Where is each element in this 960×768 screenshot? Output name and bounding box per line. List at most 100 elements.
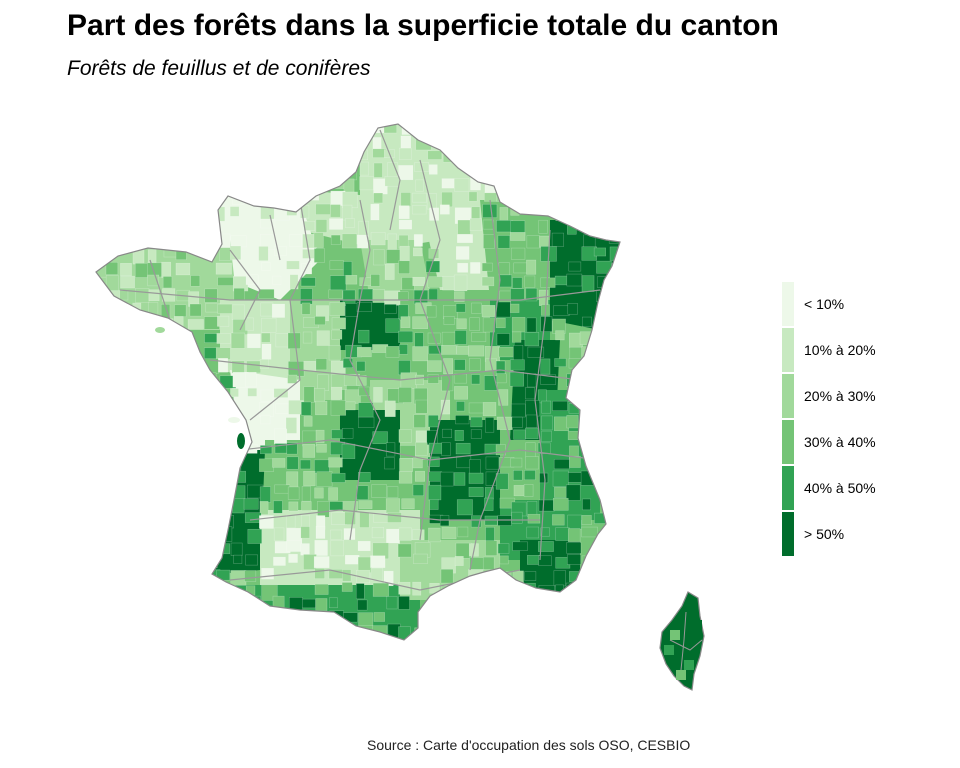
- canton-cell: [498, 262, 510, 276]
- canton-cell: [302, 443, 316, 458]
- legend-item: < 10%: [782, 282, 932, 328]
- canton-cell: [133, 347, 145, 359]
- canton-cell: [104, 554, 121, 565]
- canton-cell: [610, 330, 620, 347]
- canton-cell: [106, 529, 118, 540]
- canton-cell: [623, 554, 639, 568]
- canton-cell: [496, 360, 506, 375]
- canton-cell: [456, 499, 473, 516]
- canton-cell: [359, 176, 374, 191]
- canton-cell: [482, 402, 497, 417]
- canton-cell: [190, 497, 205, 508]
- canton-cell: [133, 220, 149, 236]
- canton-cell: [188, 542, 205, 558]
- canton-cell: [581, 275, 595, 292]
- canton-cell: [314, 124, 329, 137]
- canton-cell: [385, 346, 400, 358]
- canton-cell: [328, 487, 338, 501]
- canton-cell: [303, 360, 317, 372]
- canton-cell: [428, 597, 445, 611]
- canton-cell: [596, 417, 607, 428]
- canton-cell: [315, 134, 328, 148]
- canton-cell: [159, 598, 170, 610]
- canton-cell: [201, 639, 217, 640]
- canton-cell: [442, 638, 455, 640]
- canton-cell: [104, 570, 116, 587]
- canton-cell: [609, 442, 620, 455]
- canton-cell: [301, 124, 313, 132]
- canton-cell: [149, 597, 162, 611]
- canton-cell: [316, 330, 330, 346]
- canton-cell: [387, 233, 397, 250]
- canton-cell: [274, 638, 291, 640]
- canton-cell: [233, 288, 245, 301]
- canton-cell: [525, 400, 540, 417]
- canton-cell: [219, 472, 235, 482]
- canton-cell: [271, 124, 286, 136]
- canton-cell: [218, 179, 228, 195]
- canton-cell: [148, 445, 163, 459]
- canton-cell: [358, 416, 375, 428]
- canton-cell: [107, 373, 122, 389]
- canton-cell: [499, 274, 512, 288]
- canton-cell: [537, 541, 554, 552]
- canton-cell: [244, 570, 257, 582]
- legend-swatch: [782, 512, 794, 556]
- canton-cell: [300, 288, 313, 305]
- canton-cell: [401, 498, 415, 510]
- canton-cell: [513, 179, 529, 191]
- department-borders: [119, 129, 601, 591]
- canton-cell: [372, 582, 389, 597]
- canton-cell: [120, 624, 131, 637]
- canton-cell: [540, 316, 553, 332]
- map-subtitle: Forêts de feuillus et de conifères: [67, 57, 371, 80]
- canton-cell: [217, 315, 230, 327]
- canton-cell: [146, 372, 161, 390]
- canton-cell: [96, 164, 109, 181]
- canton-cell: [173, 414, 183, 426]
- canton-cell: [454, 624, 468, 635]
- canton-cell: [415, 374, 424, 385]
- canton-cell: [457, 613, 469, 624]
- canton-cell: [216, 443, 228, 456]
- canton-cell: [343, 612, 358, 623]
- canton-cell: [314, 583, 329, 595]
- legend-swatch: [782, 328, 794, 372]
- canton-cell: [412, 529, 425, 541]
- canton-cell: [496, 220, 513, 233]
- canton-cell: [469, 218, 482, 231]
- canton-cell: [122, 642, 137, 655]
- canton-cell: [260, 124, 271, 133]
- canton-cell: [202, 403, 216, 421]
- canton-cell: [330, 529, 343, 540]
- canton-cell: [146, 457, 163, 474]
- canton-cell: [218, 515, 235, 529]
- canton-cell: [218, 124, 231, 131]
- canton-cell: [202, 431, 215, 445]
- canton-cell: [286, 442, 298, 455]
- canton-cell: [103, 430, 120, 445]
- canton-cell: [132, 458, 145, 471]
- canton-cell: [497, 543, 510, 554]
- canton-cell: [287, 486, 300, 500]
- canton-cell: [273, 626, 284, 640]
- canton-cell: [146, 527, 156, 537]
- canton-cell: [597, 457, 611, 474]
- canton-cell: [274, 163, 287, 173]
- canton-cell: [105, 360, 116, 373]
- canton-cell: [496, 333, 510, 346]
- canton-cell: [622, 304, 635, 318]
- canton-cell: [568, 261, 582, 272]
- canton-cell: [96, 375, 107, 385]
- source-caption: Source : Carte d'occupation des sols OSO…: [367, 737, 691, 753]
- canton-cell: [120, 316, 135, 328]
- canton-cell: [499, 571, 512, 582]
- canton-cell: [540, 374, 557, 385]
- canton-cell: [554, 596, 564, 612]
- canton-cell: [176, 205, 192, 219]
- canton-cell: [609, 555, 620, 572]
- canton-cell: [608, 429, 620, 446]
- canton-cell: [485, 540, 498, 556]
- canton-cell: [387, 512, 402, 523]
- canton-cell: [131, 149, 144, 159]
